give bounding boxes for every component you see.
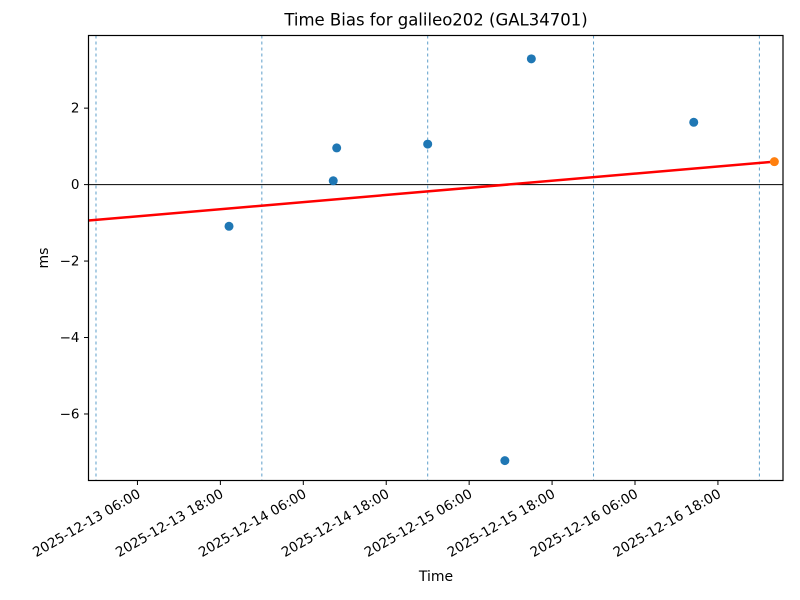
data-point	[224, 221, 234, 231]
data-point	[526, 54, 536, 64]
y-tick-label: −4	[60, 330, 80, 346]
y-tick-label: 0	[71, 177, 80, 193]
y-tick-label: 2	[71, 101, 80, 117]
trend-line	[88, 160, 775, 222]
predicted-point	[769, 157, 779, 167]
data-point	[500, 456, 510, 466]
y-tick-label: −2	[60, 254, 80, 270]
data-point	[332, 143, 342, 153]
y-tick-label: −6	[60, 406, 80, 422]
chart-title: Time Bias for galileo202 (GAL34701)	[284, 10, 588, 30]
data-point	[423, 139, 433, 149]
y-axis-label: ms	[36, 247, 52, 269]
data-point	[689, 117, 699, 127]
axis-frame	[87, 34, 784, 482]
data-point	[328, 176, 338, 186]
x-axis-label: Time	[418, 569, 454, 585]
